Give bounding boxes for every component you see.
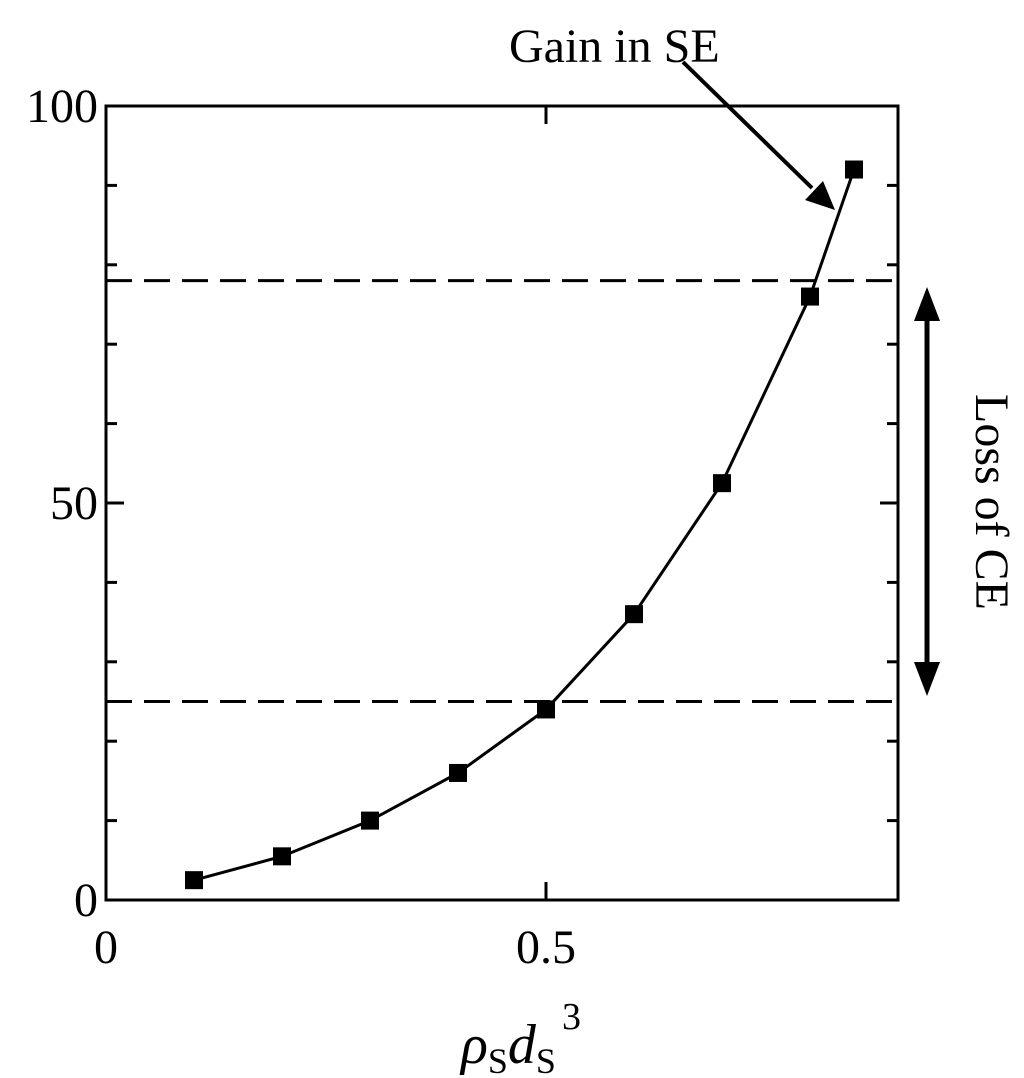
axis-ticks [104,104,898,902]
loss-of-ce-label: Loss of CE [965,394,1018,610]
data-point-marker [845,160,863,179]
data-series [185,160,863,890]
data-point-marker [273,847,291,866]
x-tick-label: 0.5 [516,921,576,974]
axis-tick-labels: 0 50 100 0 0.5 [26,80,576,974]
loss-of-ce-arrowhead-down-icon [914,662,940,696]
x-axis-label-power: 3 [562,996,581,1038]
data-point-marker [185,871,203,890]
x-axis-label-rho-sub: S [488,1041,508,1078]
data-point-marker [801,287,819,306]
y-tick-label: 0 [74,874,98,927]
data-point-marker [361,811,379,830]
gain-in-se-arrow-shaft [681,60,814,190]
data-point-marker [537,700,555,719]
x-axis-label-rho: ρ [459,1014,488,1076]
x-axis-label-d-sub: S [536,1041,556,1078]
reference-lines [106,279,898,703]
y-tick-label: 50 [50,477,98,530]
plot-frame [104,104,900,902]
x-axis-label-d: d [508,1014,537,1076]
series-line-0 [193,169,856,882]
data-point-marker [713,474,731,493]
gain-in-se-arrowhead-icon [805,181,835,210]
loss-of-ce-arrowhead-up-icon [914,287,940,321]
y-tick-label: 100 [26,80,98,133]
x-axis-label: ρSdS3 [459,996,581,1078]
data-point-marker [625,605,643,624]
x-tick-label: 0 [94,921,118,974]
data-point-marker [449,763,467,782]
